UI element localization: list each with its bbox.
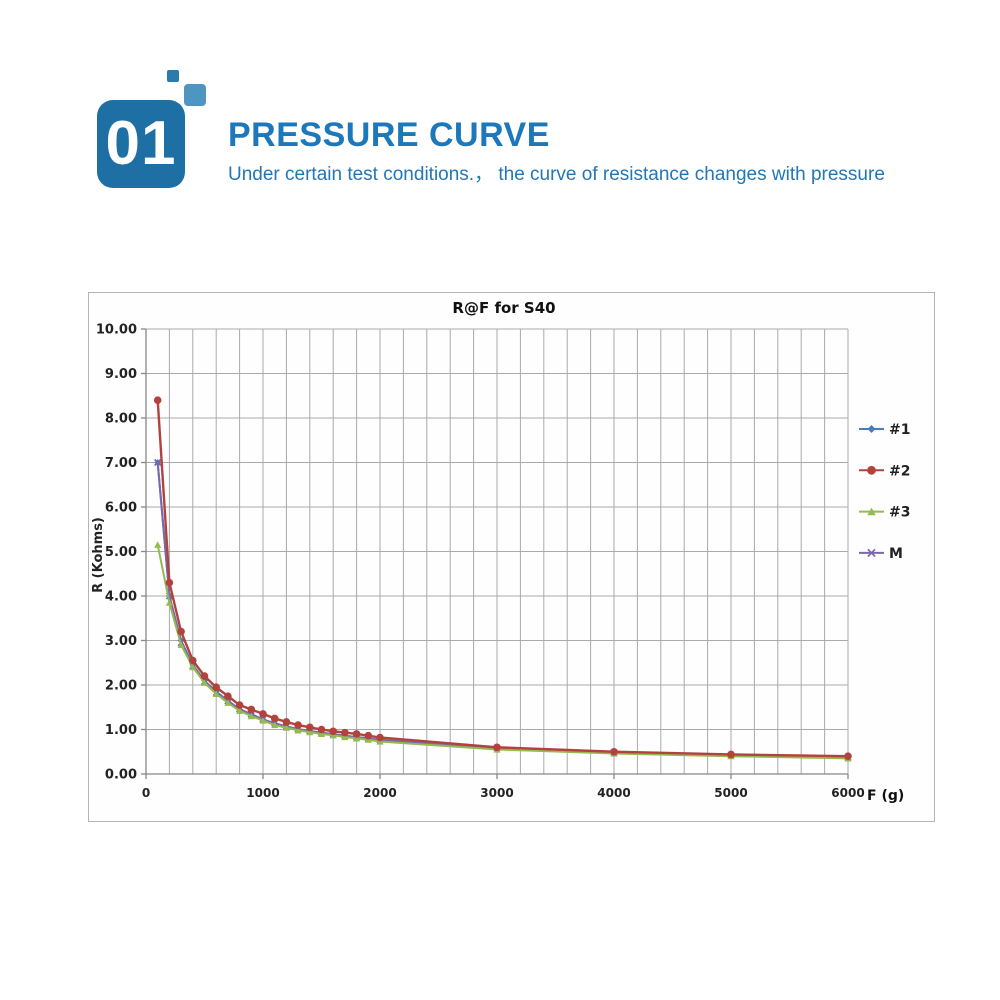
svg-text:5.00: 5.00 (105, 545, 137, 560)
svg-text:0.00: 0.00 (105, 768, 137, 783)
svg-text:0: 0 (142, 786, 150, 800)
section-number-badge: 01 (97, 100, 185, 188)
series-markers-M (154, 458, 852, 762)
pressure-curve-chart: 0.00 1.00 2.00 3.00 4.00 5.00 6.00 7.00 8.00 9.00… (91, 299, 910, 804)
svg-text:5000: 5000 (714, 786, 747, 800)
svg-text:7.00: 7.00 (105, 456, 137, 471)
legend: #1 #2 #3 M (859, 422, 910, 562)
axes (141, 328, 849, 779)
legend-label-#2: #2 (889, 463, 910, 479)
deco-square-small (167, 70, 179, 82)
legend-label-M: M (889, 546, 903, 562)
x-axis-title: F (g) (867, 788, 904, 804)
x-tick-labels: 0 1000 2000 3000 4000 5000 6000 (142, 786, 865, 800)
page-subtitle: Under certain test conditions.， the curv… (228, 164, 885, 185)
series-line-#2 (156, 400, 849, 758)
svg-text:1.00: 1.00 (105, 723, 137, 738)
y-tick-labels: 0.00 1.00 2.00 3.00 4.00 5.00 6.00 7.00 8.00 9.00… (96, 323, 137, 783)
series-line-#3 (156, 544, 849, 760)
svg-text:3.00: 3.00 (105, 634, 137, 649)
svg-text:8.00: 8.00 (105, 412, 137, 427)
legend-label-#3: #3 (889, 505, 910, 521)
svg-text:3000: 3000 (480, 786, 513, 800)
svg-text:2.00: 2.00 (105, 679, 137, 694)
legend-label-#1: #1 (889, 422, 910, 438)
chart-panel: 0.00 1.00 2.00 3.00 4.00 5.00 6.00 7.00 8.00 9.00… (88, 292, 935, 822)
y-axis-title: R (Kohms) (91, 517, 106, 593)
svg-text:4000: 4000 (597, 786, 630, 800)
grid-horizontal (146, 328, 848, 775)
svg-text:2000: 2000 (363, 786, 396, 800)
svg-text:6000: 6000 (831, 786, 864, 800)
series-markers-#2 (153, 396, 852, 760)
series-markers-#3 (154, 541, 852, 762)
chart-title: R@F for S40 (452, 299, 555, 317)
svg-text:1000: 1000 (246, 786, 279, 800)
legend-entry-M: M (859, 546, 903, 562)
section-number: 01 (105, 109, 177, 178)
svg-text:4.00: 4.00 (105, 590, 137, 605)
legend-entry-#3: #3 (859, 505, 910, 521)
page-title: PRESSURE CURVE (228, 116, 550, 154)
svg-text:9.00: 9.00 (105, 367, 137, 382)
series-markers-#1 (154, 459, 852, 761)
legend-entry-#2: #2 (859, 463, 910, 479)
svg-text:10.00: 10.00 (96, 323, 137, 338)
deco-square-medium (184, 84, 206, 106)
svg-text:6.00: 6.00 (105, 501, 137, 516)
legend-entry-#1: #1 (859, 422, 910, 438)
